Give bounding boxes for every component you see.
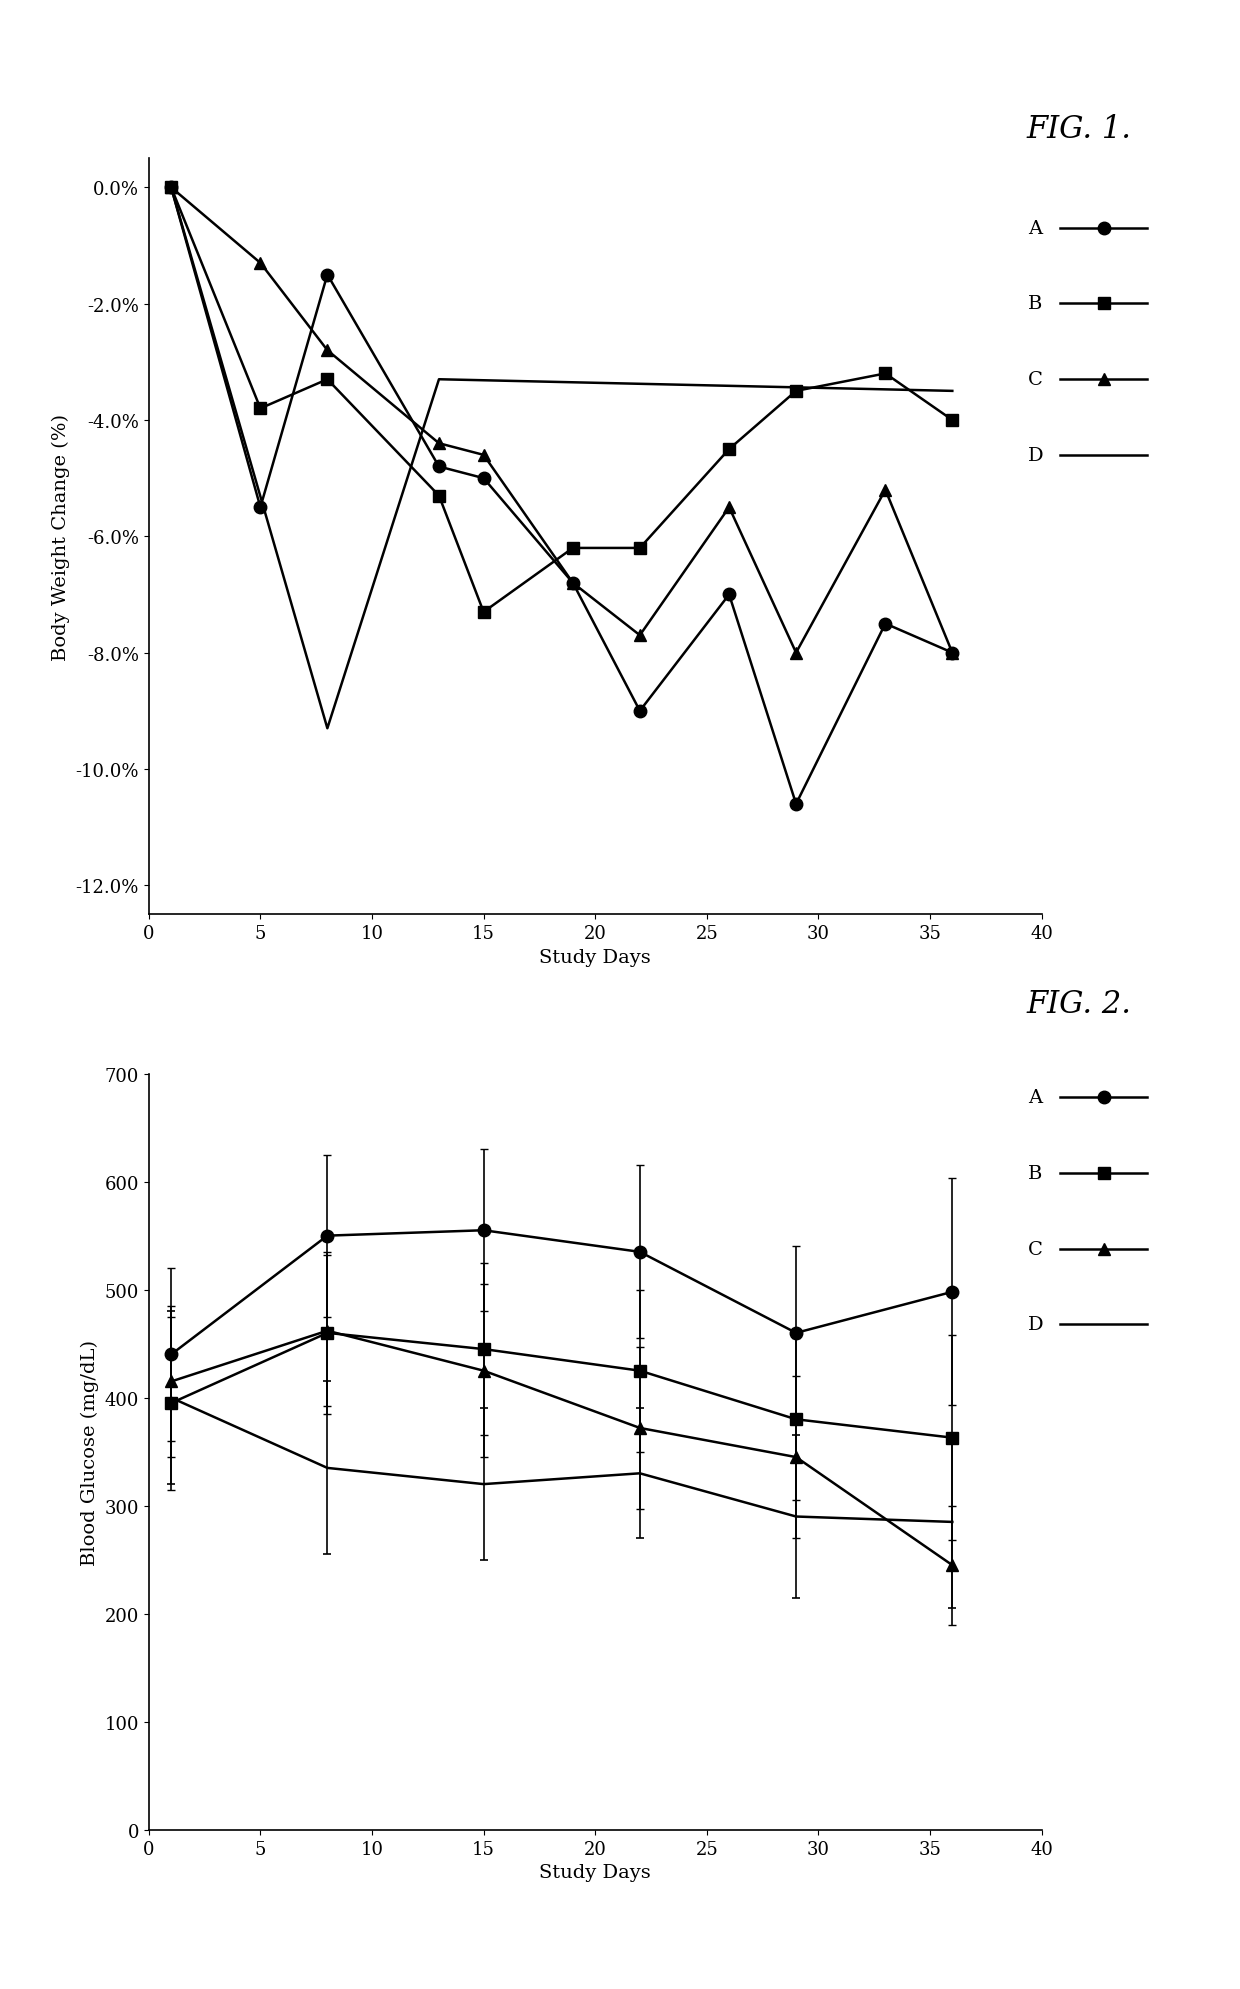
X-axis label: Study Days: Study Days — [539, 1864, 651, 1882]
Text: D: D — [1028, 1315, 1043, 1335]
Y-axis label: Blood Glucose (mg/dL): Blood Glucose (mg/dL) — [81, 1339, 99, 1565]
Text: C: C — [1028, 1239, 1043, 1259]
Text: D: D — [1028, 446, 1043, 465]
Text: A: A — [1028, 1088, 1043, 1108]
Text: C: C — [1028, 370, 1043, 390]
X-axis label: Study Days: Study Days — [539, 949, 651, 967]
Text: FIG. 2.: FIG. 2. — [1027, 989, 1131, 1020]
Text: B: B — [1028, 1164, 1043, 1183]
Text: A: A — [1028, 219, 1043, 239]
Y-axis label: Body Weight Change (%): Body Weight Change (%) — [52, 414, 69, 660]
Text: FIG. 1.: FIG. 1. — [1027, 113, 1131, 145]
Text: B: B — [1028, 294, 1043, 314]
